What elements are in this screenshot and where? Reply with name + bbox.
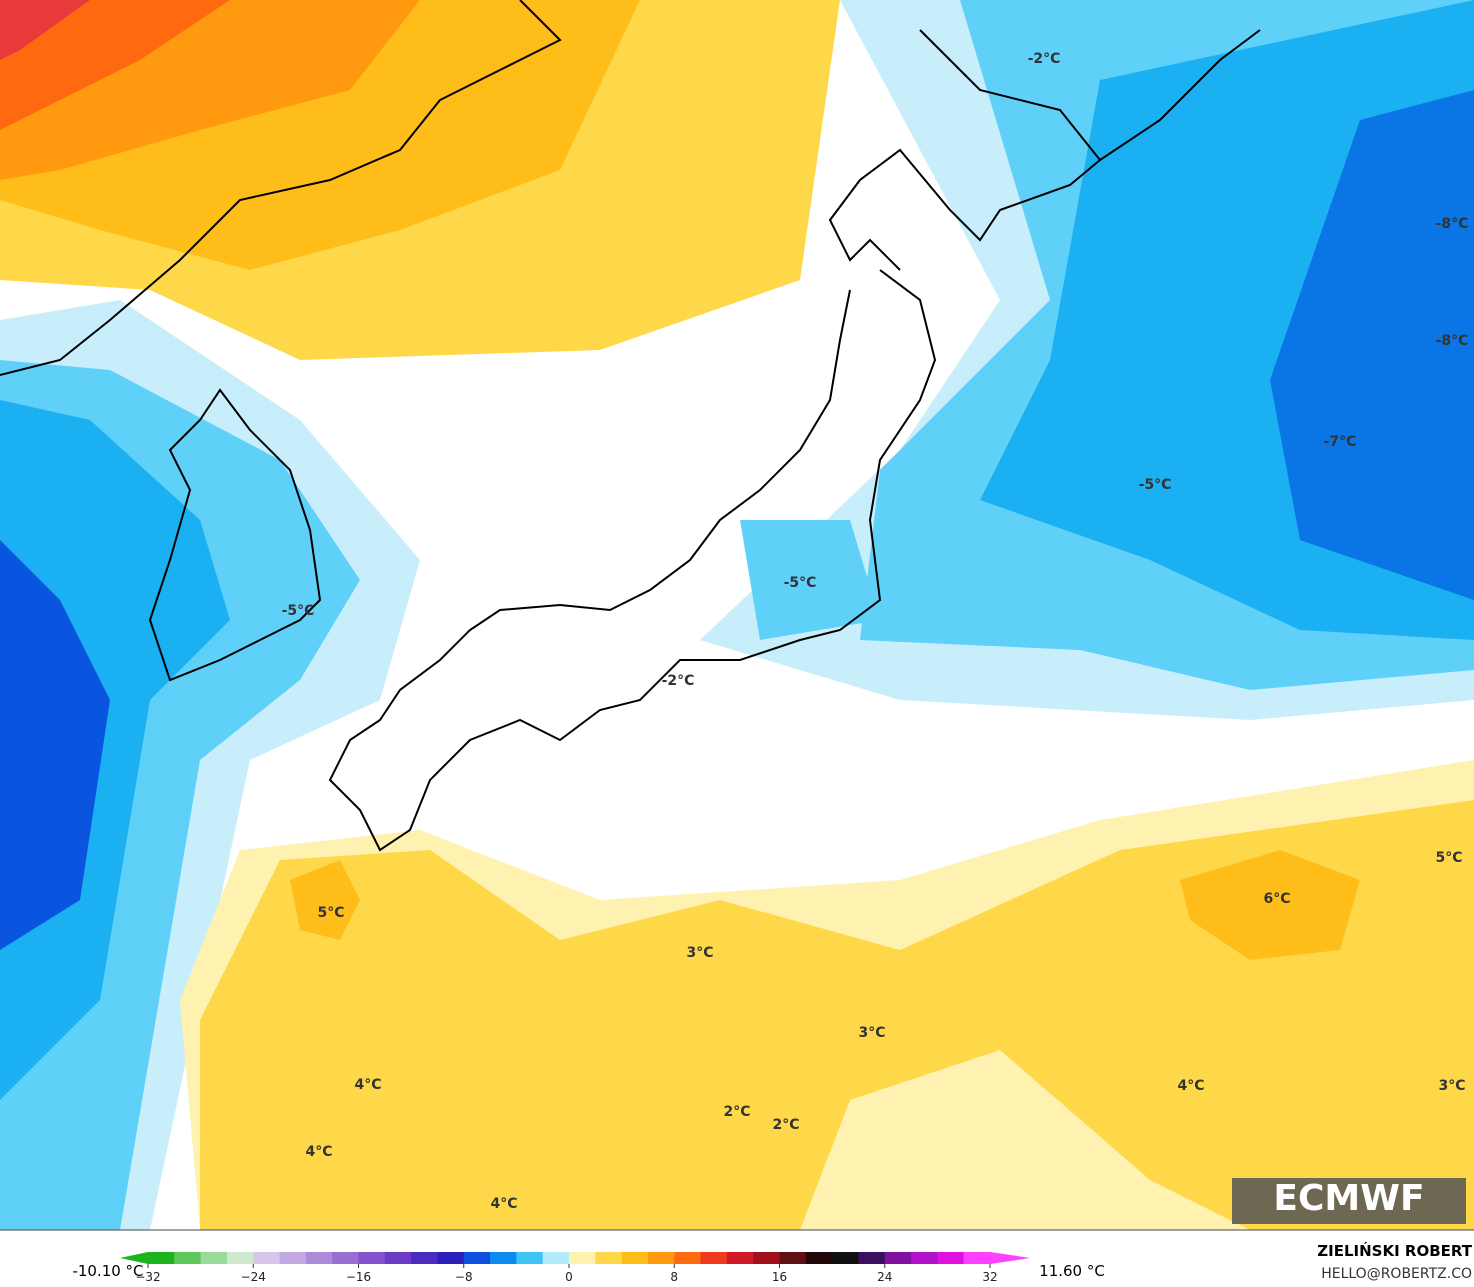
cold-zone [0,540,110,950]
colorbar-segment [226,1252,254,1264]
temperature-label: -5°C [784,575,817,591]
colorbar-segment [858,1252,886,1264]
colorbar-segment [884,1252,912,1264]
colorbar-tick-label: −8 [455,1270,473,1284]
colorbar-segment [963,1252,991,1264]
colorbar-tick-label: 0 [565,1270,573,1284]
colorbar-segment [253,1252,281,1264]
colorbar-segment [463,1252,491,1264]
colorbar-segment [726,1252,754,1264]
colorbar-max: 11.60 °C [1039,1262,1105,1280]
warm-zone [1180,850,1360,960]
colorbar-tick-label: 8 [670,1270,678,1284]
coastline [0,0,1261,852]
colorbar-tick-label: 24 [877,1270,892,1284]
cold-zone [740,520,880,640]
colorbar-segment [595,1252,623,1264]
temperature-label: 4°C [490,1196,517,1212]
author: ZIELIŃSKI ROBERT [1317,1241,1472,1260]
colorbar-segment [937,1252,965,1264]
temperature-label: -2°C [1028,51,1061,67]
colorbar-segment [305,1252,333,1264]
colorbar-segment [490,1252,517,1264]
temperature-label: 2°C [772,1117,799,1133]
colorbar-end [990,1252,1030,1264]
colorbar-segment [753,1252,780,1264]
warm-zone [0,0,230,130]
temperature-label: -2°C [662,673,695,689]
colorbar-segment [200,1252,228,1264]
temperature-label: -5°C [282,603,315,619]
colorbar-segment [148,1252,175,1264]
colorbar-segment [569,1252,596,1264]
temperature-label: 3°C [1438,1078,1465,1094]
colorbar-tick-label: −24 [241,1270,266,1284]
colorbar-min: -10.10 °C [72,1262,143,1280]
colorbar-end [120,1252,148,1264]
colorbar-segment [384,1252,412,1264]
temperature-label: 3°C [858,1025,885,1041]
brand-box [1232,1178,1466,1224]
colorbar-tick-label: 32 [982,1270,997,1284]
warm-zone [0,0,90,60]
temperature-label: 2°C [723,1104,750,1120]
colorbar-segment [779,1252,807,1264]
warm-zone [200,800,1474,1230]
colorbar-segment [700,1252,728,1264]
colorbar-segment [516,1252,544,1264]
colorbar-segment [911,1252,938,1264]
colorbar-segment [647,1252,675,1264]
colorbar-segment [674,1252,702,1264]
brand: ECMWF [1273,1178,1424,1219]
temperature-label: 5°C [1435,850,1462,866]
temperature-label: 4°C [1177,1078,1204,1094]
colorbar-segment [437,1252,465,1264]
colorbar-tick-label: −16 [346,1270,371,1284]
colorbar-segment [832,1252,859,1264]
colorbar-tick-label: −32 [135,1270,160,1284]
temperature-label: 4°C [354,1077,381,1093]
temperature-label: -8°C [1436,216,1469,232]
colorbar-segment [279,1252,307,1264]
cold-zone [0,400,230,1100]
colorbar-segment [621,1252,649,1264]
colorbar-segment [332,1252,359,1264]
colorbar-segment [358,1252,386,1264]
temperature-label: 3°C [686,945,713,961]
colorbar-segment [411,1252,438,1264]
warm-zone [290,860,360,940]
colorbar-segment [174,1252,202,1264]
temperature-label: 5°C [317,905,344,921]
temperature-label: 6°C [1263,891,1290,907]
contact: HELLO@ROBERTZ.CO [1321,1266,1472,1282]
temperature-label: -5°C [1139,477,1172,493]
colorbar-tick-label: 16 [772,1270,787,1284]
cold-zone [1270,90,1474,600]
colorbar-segment [805,1252,833,1264]
temperature-label: -8°C [1436,333,1469,349]
temperature-label: -7°C [1324,434,1357,450]
colorbar-segment [542,1252,570,1264]
temperature-label: 4°C [305,1144,332,1160]
